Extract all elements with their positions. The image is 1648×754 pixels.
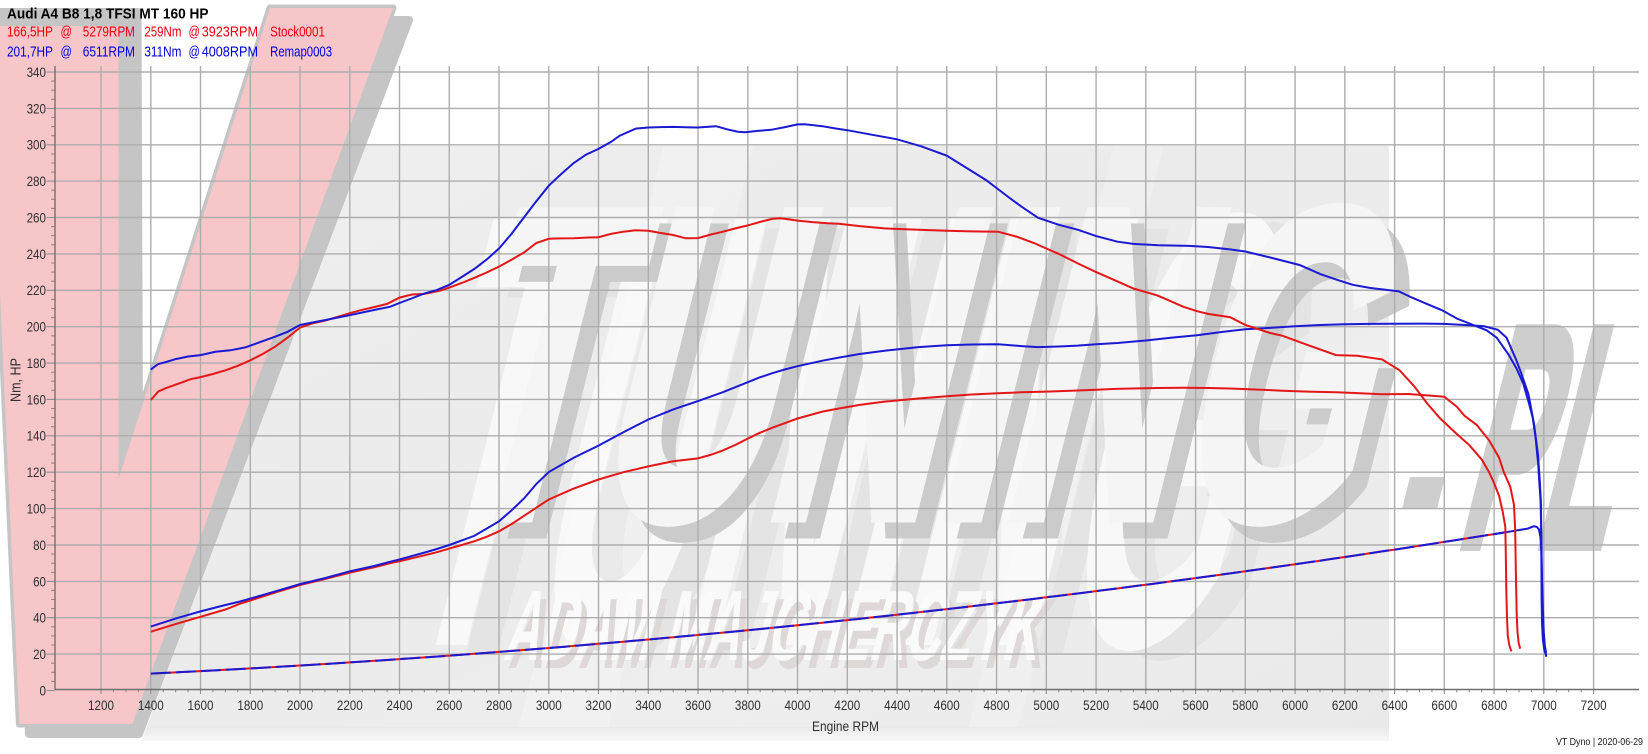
svg-text:6200: 6200	[1332, 698, 1358, 714]
svg-text:@: @	[189, 25, 201, 41]
svg-text:300: 300	[27, 138, 46, 154]
svg-text:Nm, HP: Nm, HP	[8, 358, 25, 402]
svg-text:2000: 2000	[287, 698, 313, 714]
svg-text:3000: 3000	[536, 698, 562, 714]
svg-text:320: 320	[27, 101, 46, 117]
svg-text:7200: 7200	[1581, 698, 1607, 714]
svg-text:6000: 6000	[1282, 698, 1308, 714]
svg-text:3923RPM: 3923RPM	[202, 25, 258, 41]
svg-text:4600: 4600	[934, 698, 960, 714]
svg-text:20: 20	[33, 647, 46, 663]
svg-text:6600: 6600	[1431, 698, 1457, 714]
svg-text:40: 40	[33, 611, 46, 627]
svg-text:166,5HP: 166,5HP	[7, 25, 53, 41]
svg-text:2400: 2400	[387, 698, 413, 714]
svg-text:6400: 6400	[1382, 698, 1408, 714]
svg-text:220: 220	[27, 283, 46, 299]
svg-text:Stock0001: Stock0001	[270, 25, 325, 41]
svg-text:80: 80	[33, 538, 46, 554]
svg-text:VT Dyno | 2020-06-29: VT Dyno | 2020-06-29	[1556, 737, 1643, 748]
svg-text:3200: 3200	[586, 698, 612, 714]
svg-text:4000: 4000	[785, 698, 811, 714]
svg-text:3600: 3600	[685, 698, 711, 714]
svg-text:259Nm: 259Nm	[144, 25, 181, 41]
svg-text:4008RPM: 4008RPM	[202, 44, 258, 60]
svg-text:2600: 2600	[436, 698, 462, 714]
svg-text:6800: 6800	[1481, 698, 1507, 714]
svg-text:160: 160	[27, 392, 46, 408]
svg-text:4200: 4200	[834, 698, 860, 714]
svg-text:240: 240	[27, 247, 46, 263]
svg-text:200: 200	[27, 320, 46, 336]
svg-text:1200: 1200	[88, 698, 114, 714]
svg-text:311Nm: 311Nm	[144, 44, 181, 60]
svg-text:Audi A4 B8 1,8 TFSI MT 160 HP: Audi A4 B8 1,8 TFSI MT 160 HP	[7, 7, 209, 23]
svg-text:5600: 5600	[1183, 698, 1209, 714]
svg-text:1400: 1400	[138, 698, 164, 714]
svg-text:201,7HP: 201,7HP	[7, 44, 53, 60]
svg-text:6511RPM: 6511RPM	[83, 44, 135, 60]
svg-text:60: 60	[33, 574, 46, 590]
svg-text:120: 120	[27, 465, 46, 481]
svg-text:TUNING: TUNING	[417, 116, 1453, 613]
svg-text:2800: 2800	[486, 698, 512, 714]
svg-text:1800: 1800	[237, 698, 263, 714]
svg-text:2200: 2200	[337, 698, 363, 714]
svg-text:5279RPM: 5279RPM	[83, 25, 135, 41]
svg-text:@: @	[61, 25, 73, 41]
svg-text:100: 100	[27, 502, 46, 518]
svg-text:280: 280	[27, 174, 46, 190]
svg-text:5400: 5400	[1133, 698, 1159, 714]
svg-text:ADAM MAJCHERCZYK: ADAM MAJCHERCZYK	[497, 570, 1058, 682]
svg-text:ADAM MAJCHERCZYK: ADAM MAJCHERCZYK	[502, 578, 1063, 690]
svg-text:@: @	[189, 44, 201, 60]
svg-text:@: @	[61, 44, 73, 60]
svg-text:340: 340	[27, 65, 46, 81]
svg-text:7000: 7000	[1531, 698, 1557, 714]
svg-text:5800: 5800	[1232, 698, 1258, 714]
svg-text:260: 260	[27, 210, 46, 226]
svg-text:5200: 5200	[1083, 698, 1109, 714]
svg-text:3400: 3400	[635, 698, 661, 714]
svg-text:3800: 3800	[735, 698, 761, 714]
svg-text:Remap0003: Remap0003	[270, 44, 332, 60]
svg-text:4800: 4800	[984, 698, 1010, 714]
svg-text:140: 140	[27, 429, 46, 445]
svg-text:5000: 5000	[1033, 698, 1059, 714]
svg-text:180: 180	[27, 356, 46, 372]
svg-text:4400: 4400	[884, 698, 910, 714]
svg-text:1600: 1600	[188, 698, 214, 714]
svg-text:0: 0	[40, 683, 47, 699]
svg-text:Engine RPM: Engine RPM	[812, 719, 879, 735]
